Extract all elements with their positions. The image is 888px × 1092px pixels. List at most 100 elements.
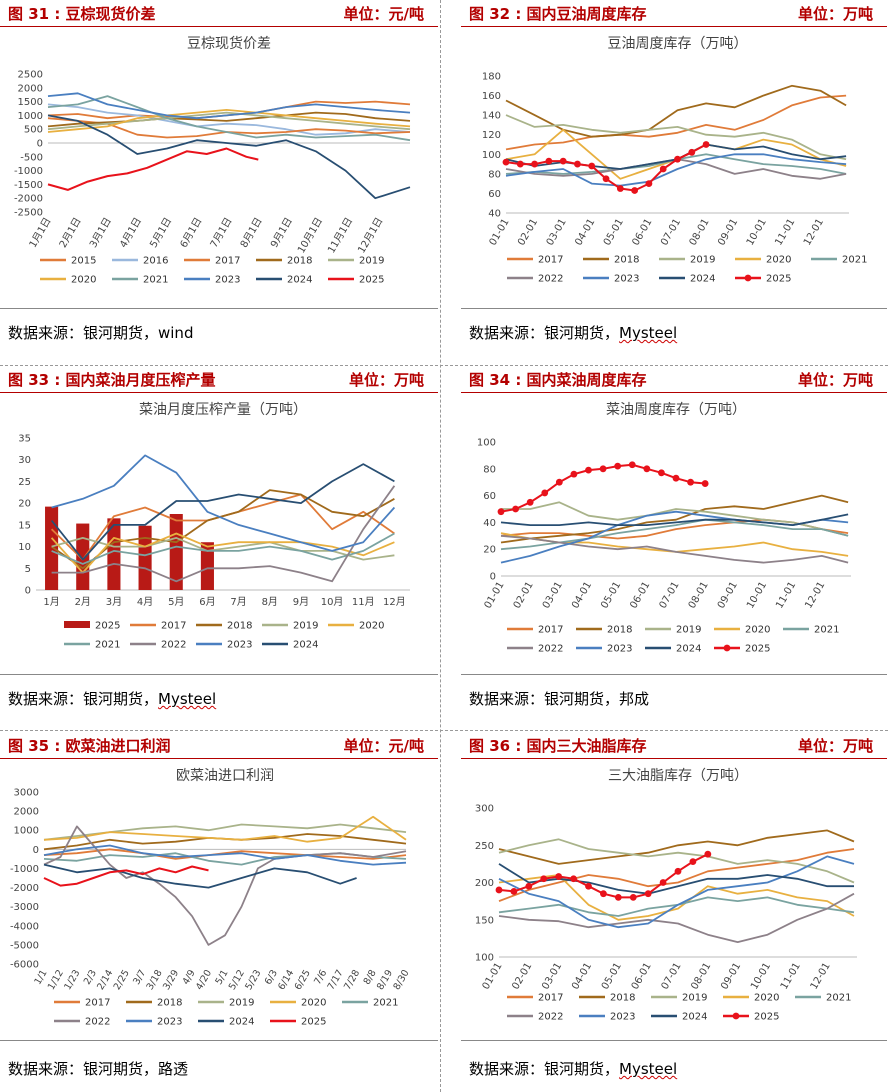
chart-area: 菜油月度压榨产量（万吨） 35 30 25 20 15 10 5 0 1月 2月 3月 4月 5月 6月 7月…	[0, 392, 438, 675]
x-tick-label: 6/14	[276, 968, 296, 992]
legend-label: 2022	[538, 1012, 563, 1023]
series-line-2020	[498, 874, 855, 921]
series-line-2025	[43, 865, 209, 887]
x-tick-label: 01-01	[483, 580, 507, 611]
series-line-2018	[47, 111, 411, 128]
point-2025	[644, 890, 652, 898]
bar-2025	[45, 506, 59, 590]
figure-title: 图 34 : 国内菜油周度库存	[469, 371, 647, 389]
x-tick-label: 5/12	[227, 968, 247, 992]
chart-svg: 菜油周度库存（万吨） 100 80 60 40 20 001-01 02-01 03-01 04-…	[477, 402, 851, 655]
point-2025	[525, 882, 533, 890]
point-2025	[585, 882, 592, 890]
y-tick-label: 140	[482, 111, 501, 122]
point-2025	[531, 160, 538, 168]
column-divider	[440, 0, 441, 1092]
x-tick-label: 09-01	[716, 217, 740, 248]
point-2025	[495, 886, 503, 894]
series-line-2020	[50, 532, 395, 574]
legend-label: 2018	[287, 256, 312, 267]
point-2025	[701, 480, 709, 487]
x-tick-label: 5月1日	[148, 216, 175, 250]
legend-label: 2024	[229, 1017, 254, 1028]
legend-label: 2022	[85, 1017, 110, 1028]
figure-unit: 单位：万吨	[797, 5, 873, 23]
x-tick-label: 11-01	[779, 961, 803, 992]
y-tick-label: 60	[483, 491, 496, 502]
y-tick-label: 160	[482, 91, 501, 102]
legend-label: 2025	[95, 621, 120, 632]
series-line-2018	[498, 829, 855, 865]
legend-label: 2023	[610, 1012, 635, 1023]
x-tick-label: 8月1日	[238, 216, 265, 250]
legend-label: 2021	[143, 275, 168, 286]
x-tick-label: 1月	[43, 596, 59, 608]
point-2025	[704, 850, 712, 858]
x-tick-label: 03-01	[545, 217, 569, 248]
legend-marker	[723, 644, 731, 652]
legend-label: 2017	[538, 993, 563, 1004]
legend-label: 2024	[682, 1012, 707, 1023]
point-2025	[614, 894, 622, 901]
x-tick-label: 09-01	[716, 580, 740, 611]
x-tick-label: 10-01	[745, 217, 769, 248]
legend-label: 2024	[690, 274, 715, 285]
chart-title: 三大油脂库存（万吨）	[608, 768, 748, 784]
x-tick-label: 8/30	[391, 968, 411, 992]
legend-label: 2017	[538, 255, 563, 266]
x-tick-label: 7/17	[326, 968, 346, 992]
legend-label: 2020	[745, 625, 770, 636]
source-provider: Mysteel	[158, 690, 217, 708]
x-tick-label: 10月1日	[295, 216, 325, 256]
legend-label: 2025	[754, 1012, 779, 1023]
y-tick-label: -1500	[14, 180, 43, 191]
series-line-2016	[47, 103, 411, 136]
series-line-2022	[43, 825, 407, 946]
point-2025	[629, 894, 637, 901]
legend-label: 2020	[754, 993, 779, 1004]
series-line-2019	[501, 501, 849, 537]
x-tick-label: 1/23	[62, 968, 82, 992]
bar-2025	[200, 542, 214, 590]
figure-title: 图 35 : 欧菜油进口利润	[8, 737, 171, 755]
point-2025	[602, 175, 610, 183]
figure-panel-31: 图 31 : 豆棕现货价差 单位：元/吨 豆棕现货价差 2500 2000 1500 1…	[0, 0, 440, 365]
figure-title: 图 33 : 国内菜油月度压榨产量	[8, 371, 216, 389]
data-source: 数据来源：银河期货，邦成	[469, 688, 649, 709]
point-2025	[510, 888, 518, 895]
point-2025	[570, 875, 577, 883]
data-source: 数据来源：银河期货，路透	[8, 1058, 188, 1079]
figure-unit: 单位：元/吨	[343, 737, 424, 755]
chart-area: 欧菜油进口利润 3000 2000 1000 0 -1000 -2000 -3000 -4000…	[0, 758, 438, 1041]
y-tick-label: 250	[475, 841, 494, 852]
legend-label: 2022	[161, 640, 186, 651]
legend-label: 2024	[293, 640, 318, 651]
figure-header: 图 36 : 国内三大油脂库存 单位：万吨	[461, 732, 887, 759]
figure-title: 图 36 : 国内三大油脂库存	[469, 737, 647, 755]
point-2025	[674, 867, 682, 875]
series-line-2021	[47, 95, 411, 142]
x-tick-label: 11月1日	[325, 216, 355, 256]
x-tick-label: 1/12	[46, 968, 66, 992]
point-2025	[502, 158, 510, 166]
x-tick-label: 11-01	[773, 217, 797, 248]
series-line-2022	[51, 485, 396, 583]
y-tick-label: 35	[18, 434, 31, 445]
data-source: 数据来源：银河期货，wind	[8, 322, 193, 343]
y-tick-label: -2500	[14, 208, 43, 219]
x-tick-label: 4月1日	[117, 216, 144, 250]
x-tick-label: 01-01	[488, 217, 512, 248]
legend-label: 2021	[826, 993, 851, 1004]
series-line-2018	[51, 489, 395, 570]
x-tick-label: 11-01	[774, 580, 798, 611]
y-tick-label: 20	[483, 545, 496, 556]
y-tick-label: 200	[475, 878, 494, 889]
y-tick-label: 40	[483, 518, 496, 529]
x-tick-label: 4/20	[194, 968, 214, 992]
x-tick-label: 08-01	[688, 217, 712, 248]
x-tick-label: 03-01	[540, 961, 564, 992]
legend-marker	[744, 274, 752, 282]
series-line-2020	[47, 109, 411, 133]
point-2025	[559, 157, 567, 165]
